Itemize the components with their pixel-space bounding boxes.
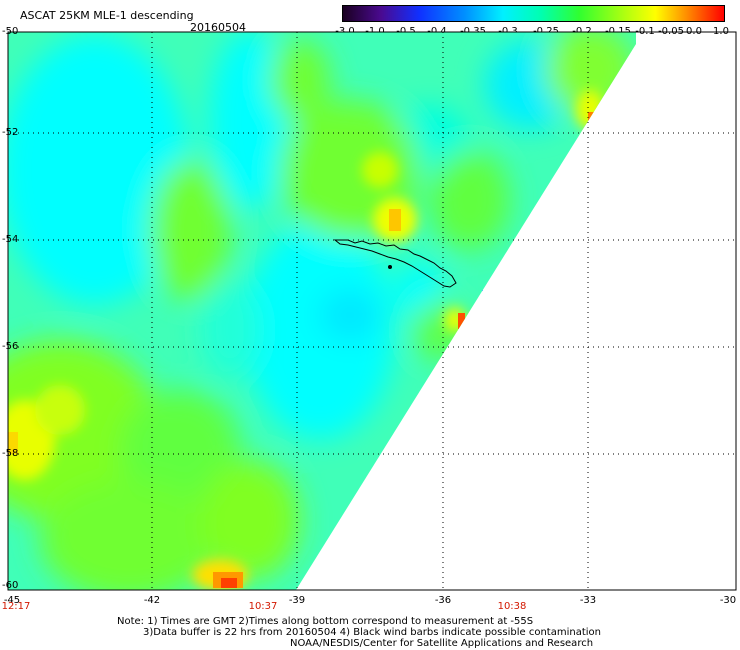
lat-label: -60 bbox=[2, 580, 19, 591]
lon-label: -33 bbox=[579, 595, 597, 606]
lon-label: -39 bbox=[288, 595, 306, 606]
lon-label: -30 bbox=[719, 595, 737, 606]
lat-label: -52 bbox=[2, 127, 19, 138]
south-georgia-coastline bbox=[333, 239, 457, 288]
lat-label: -58 bbox=[2, 448, 19, 459]
lon-label: -45 bbox=[3, 595, 21, 606]
lon-label: -42 bbox=[143, 595, 161, 606]
lat-label: -56 bbox=[2, 341, 19, 352]
product-title: ASCAT 25KM MLE-1 descending bbox=[20, 9, 194, 22]
time-label: 10:38 bbox=[497, 601, 527, 612]
note-line-1: Note: 1) Times are GMT 2)Times along bot… bbox=[117, 616, 534, 627]
note-line-3: NOAA/NESDIS/Center for Satellite Applica… bbox=[290, 638, 594, 649]
note-line-2: 3)Data buffer is 22 hrs from 20160504 4)… bbox=[143, 627, 601, 638]
colorbar bbox=[342, 5, 725, 22]
island-dot bbox=[388, 265, 392, 269]
time-label: 10:37 bbox=[248, 601, 278, 612]
lon-label: -36 bbox=[434, 595, 452, 606]
graticule bbox=[8, 32, 736, 590]
product-date: 20160504 bbox=[190, 21, 246, 34]
lat-label: -54 bbox=[2, 234, 19, 245]
wind-swath bbox=[8, 32, 636, 590]
lat-label: -50 bbox=[2, 26, 19, 37]
time-label: 12:17 bbox=[1, 601, 31, 612]
